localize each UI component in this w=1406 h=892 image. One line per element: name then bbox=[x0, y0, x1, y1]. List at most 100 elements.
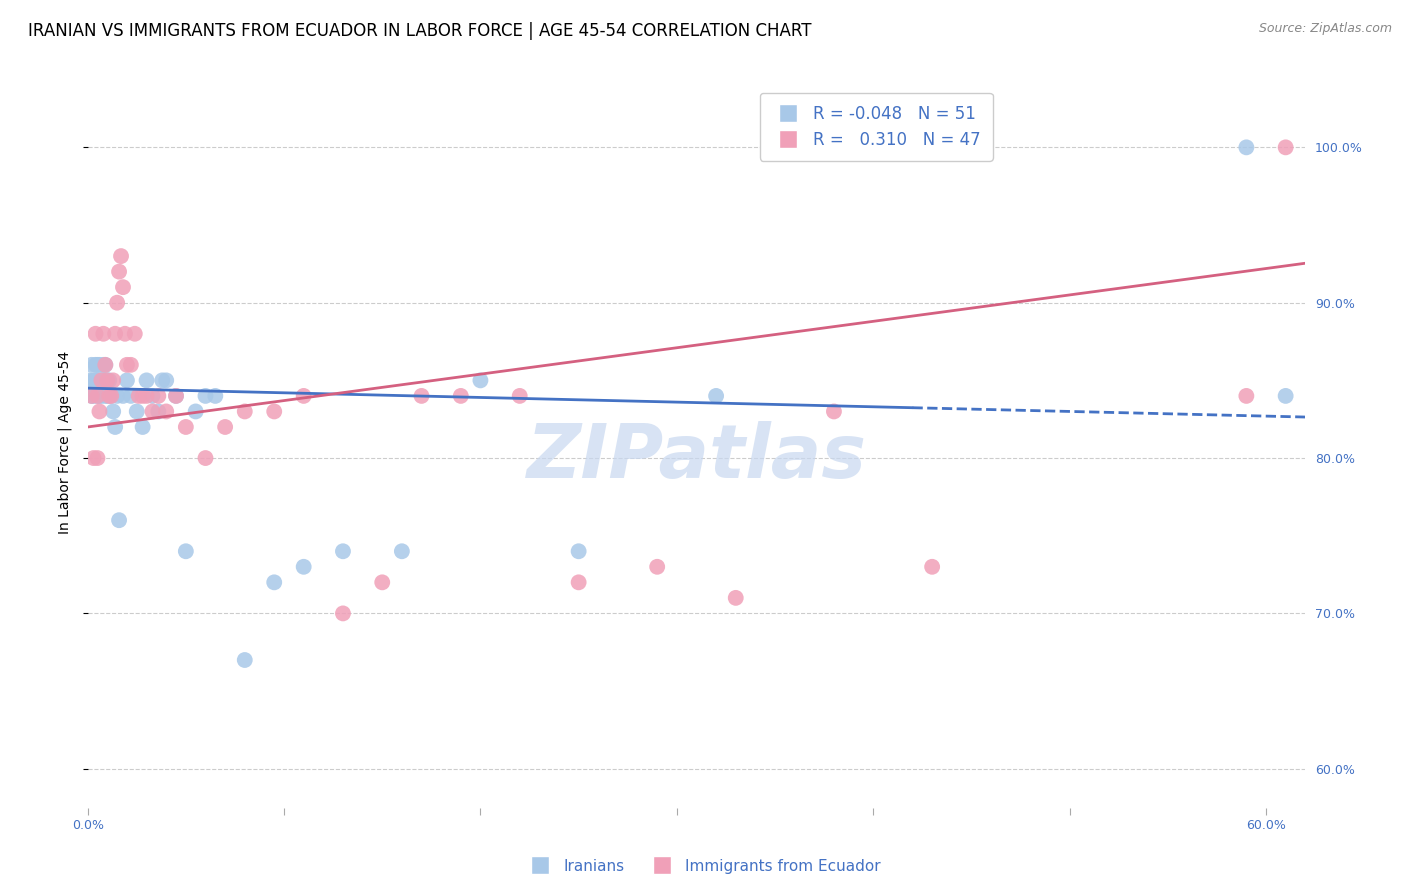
Point bbox=[80, 389, 103, 403]
Point bbox=[120, 389, 142, 403]
Point bbox=[96, 389, 118, 403]
Point bbox=[204, 389, 226, 403]
Text: IRANIAN VS IMMIGRANTS FROM ECUADOR IN LABOR FORCE | AGE 45-54 CORRELATION CHART: IRANIAN VS IMMIGRANTS FROM ECUADOR IN LA… bbox=[28, 22, 811, 40]
Point bbox=[1274, 389, 1296, 403]
Point bbox=[131, 420, 153, 434]
Point bbox=[84, 358, 107, 372]
Point bbox=[450, 389, 472, 403]
Point bbox=[391, 544, 413, 558]
Point bbox=[114, 326, 136, 341]
Point bbox=[90, 373, 112, 387]
Point bbox=[93, 358, 115, 372]
Point bbox=[80, 358, 103, 372]
Point bbox=[332, 544, 354, 558]
Point bbox=[96, 373, 118, 387]
Point bbox=[194, 451, 217, 466]
Point bbox=[184, 404, 207, 418]
Point bbox=[90, 373, 112, 387]
Point bbox=[1234, 389, 1257, 403]
Point bbox=[823, 404, 845, 418]
Text: ZIPatlas: ZIPatlas bbox=[526, 421, 866, 493]
Point bbox=[411, 389, 433, 403]
Point bbox=[1274, 140, 1296, 154]
Point bbox=[233, 653, 256, 667]
Point bbox=[89, 389, 111, 403]
Point bbox=[111, 280, 134, 294]
Text: Source: ZipAtlas.com: Source: ZipAtlas.com bbox=[1258, 22, 1392, 36]
Point bbox=[921, 559, 943, 574]
Y-axis label: In Labor Force | Age 45-54: In Labor Force | Age 45-54 bbox=[58, 351, 72, 534]
Point bbox=[86, 389, 108, 403]
Point bbox=[108, 513, 131, 527]
Point bbox=[174, 420, 197, 434]
Point bbox=[86, 451, 108, 466]
Point bbox=[86, 389, 108, 403]
Point bbox=[115, 373, 138, 387]
Point bbox=[155, 404, 177, 418]
Point bbox=[194, 389, 217, 403]
Point bbox=[94, 358, 117, 372]
Legend: Iranians, Immigrants from Ecuador: Iranians, Immigrants from Ecuador bbox=[519, 853, 887, 880]
Point bbox=[568, 575, 591, 590]
Point bbox=[94, 389, 117, 403]
Point bbox=[84, 326, 107, 341]
Point bbox=[509, 389, 531, 403]
Point bbox=[135, 389, 157, 403]
Point bbox=[83, 373, 105, 387]
Point bbox=[93, 326, 115, 341]
Point bbox=[90, 389, 112, 403]
Point bbox=[150, 373, 173, 387]
Point bbox=[98, 389, 121, 403]
Point bbox=[214, 420, 236, 434]
Point bbox=[371, 575, 394, 590]
Point bbox=[263, 575, 285, 590]
Point bbox=[79, 373, 101, 387]
Point bbox=[135, 373, 157, 387]
Point bbox=[1234, 140, 1257, 154]
Point bbox=[104, 420, 127, 434]
Point bbox=[84, 373, 107, 387]
Point bbox=[470, 373, 492, 387]
Point bbox=[86, 373, 108, 387]
Point bbox=[100, 389, 122, 403]
Point bbox=[148, 404, 170, 418]
Point bbox=[568, 544, 591, 558]
Point bbox=[105, 389, 128, 403]
Point bbox=[103, 404, 125, 418]
Point bbox=[165, 389, 187, 403]
Point bbox=[86, 358, 108, 372]
Point bbox=[103, 373, 125, 387]
Point bbox=[83, 451, 105, 466]
Point bbox=[89, 358, 111, 372]
Point bbox=[98, 373, 121, 387]
Point bbox=[263, 404, 285, 418]
Point bbox=[233, 404, 256, 418]
Point bbox=[141, 404, 163, 418]
Point bbox=[93, 373, 115, 387]
Point bbox=[724, 591, 747, 605]
Point bbox=[80, 389, 103, 403]
Point bbox=[131, 389, 153, 403]
Point bbox=[125, 404, 148, 418]
Point bbox=[96, 373, 118, 387]
Point bbox=[108, 265, 131, 279]
Point bbox=[704, 389, 727, 403]
Point bbox=[165, 389, 187, 403]
Point bbox=[100, 389, 122, 403]
Point bbox=[120, 358, 142, 372]
Point bbox=[105, 295, 128, 310]
Point bbox=[645, 559, 668, 574]
Point bbox=[111, 389, 134, 403]
Point bbox=[128, 389, 150, 403]
Point bbox=[83, 389, 105, 403]
Point bbox=[110, 249, 132, 263]
Point bbox=[155, 373, 177, 387]
Point bbox=[332, 607, 354, 621]
Point bbox=[115, 358, 138, 372]
Point bbox=[174, 544, 197, 558]
Point bbox=[104, 326, 127, 341]
Point bbox=[89, 404, 111, 418]
Point bbox=[124, 326, 146, 341]
Legend: R = -0.048   N = 51, R =   0.310   N = 47: R = -0.048 N = 51, R = 0.310 N = 47 bbox=[759, 93, 993, 161]
Point bbox=[292, 389, 315, 403]
